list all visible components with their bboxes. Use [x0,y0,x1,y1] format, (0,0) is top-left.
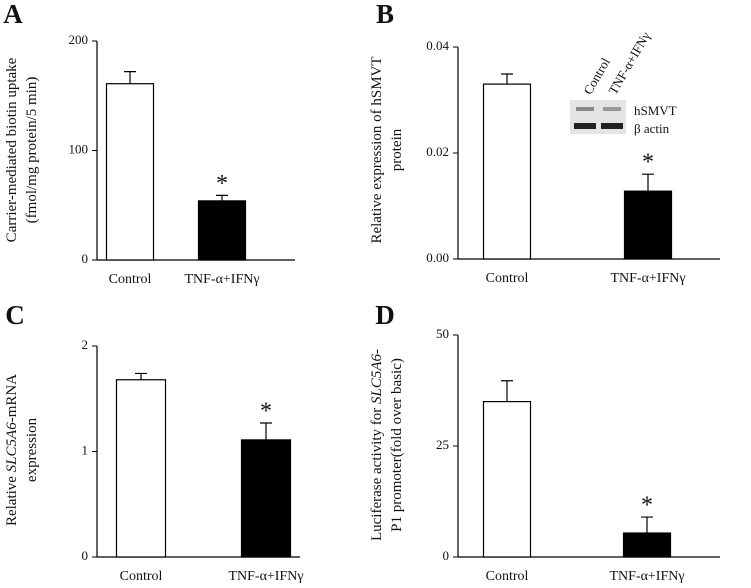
y-axis-label-part: Relative expression of hSMVT [369,56,385,243]
blot-row-label: hSMVT [634,103,677,118]
y-axis-label-part: Luciferase activity for [369,404,385,541]
x-tick-label: Control [120,569,163,584]
y-axis-label-part: Relative [4,472,20,526]
y-axis-label-part: - [369,349,385,354]
blot-band [601,123,623,129]
error-bar [260,422,272,440]
panel-label: D [375,300,395,330]
x-tick-label: TNF-α+IFNγ [184,272,259,287]
x-tick-label: Control [486,271,529,286]
error-bar [641,516,653,534]
y-tick-label: 0 [443,548,450,563]
error-bar [124,71,136,84]
y-tick-label: 0 [82,548,89,563]
y-tick-label: 2 [82,337,89,352]
significance-marker: * [642,150,654,176]
x-tick-label: TNF-α+IFNγ [228,569,303,584]
blot-band [603,107,621,111]
error-bar [216,194,228,201]
y-axis-label-part: P1 promoter(fold over basic) [389,358,405,532]
y-tick-label: 1 [82,442,89,457]
error-bar [642,173,654,192]
error-bar [501,380,513,402]
bar [240,439,292,558]
y-axis-label: Carrier-mediated biotin uptake (fmol/mg p… [4,57,40,242]
y-axis-label: Relative SLC5A6-mRNAexpression [4,374,40,526]
y-tick-label: 0.04 [426,38,449,53]
y-axis-label-part: protein [389,128,405,171]
y-tick-label: 50 [436,326,449,341]
x-tick-label: Control [109,272,152,287]
blot-row-label: β actin [634,121,670,136]
y-tick-label: 100 [69,141,89,156]
y-tick-label: 0 [82,251,89,266]
significance-marker: * [641,493,653,519]
bar [482,83,532,260]
error-bar [501,73,513,85]
bar [197,200,247,261]
western-blot-inset: Control TNF-α+IFNγ hSMVT β actin [570,29,677,136]
bar [622,532,672,558]
x-tick-label: Control [486,569,529,584]
x-tick-label: TNF-α+IFNγ [610,271,685,286]
blot-band [574,123,596,129]
y-axis-label-part: Carrier-mediated biotin uptake [4,57,20,242]
y-tick-label: 0.00 [426,250,449,265]
error-bar [135,372,147,380]
y-axis-label-part: (fmol/mg protein/5 min) [24,77,40,224]
x-tick-label: TNF-α+IFNγ [609,569,684,584]
bar [482,401,532,558]
y-axis-label-part: -mRNA [4,374,20,423]
panel-label: C [5,300,25,330]
y-axis-label-part: expression [24,417,40,482]
significance-marker: * [216,171,228,197]
panel-label: B [376,0,394,29]
bar [115,379,167,558]
bar [623,190,673,260]
panel-label: A [3,0,23,29]
blot-band [576,107,594,111]
y-tick-label: 200 [69,32,89,47]
y-tick-label: 0.02 [426,144,449,159]
significance-marker: * [260,399,272,425]
y-axis-label-part: SLC5A6 [369,353,385,404]
y-axis-label: Luciferase activity for SLC5A6-P1 promot… [369,349,405,541]
y-axis-label-part: SLC5A6 [4,422,20,473]
bar [105,83,155,261]
y-tick-label: 25 [436,437,449,452]
y-axis-label: Relative expression of hSMVT protein [369,56,405,243]
